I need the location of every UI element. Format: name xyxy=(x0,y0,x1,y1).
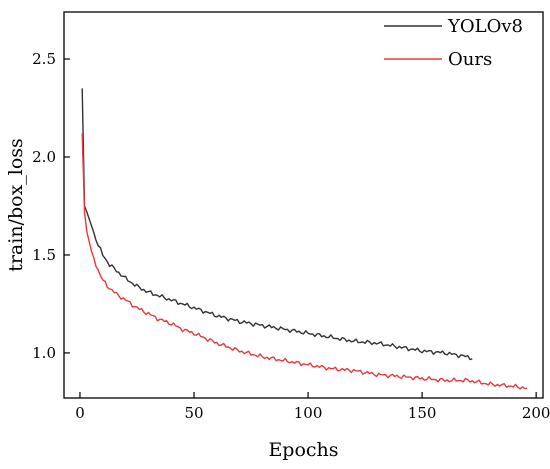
x-tick-label: 150 xyxy=(408,404,437,422)
axes: 0 50 100 150 200 1.0 1.5 2.0 2.5 xyxy=(32,50,550,422)
series-line-1 xyxy=(81,133,528,390)
y-tick-label: 1.5 xyxy=(32,246,56,264)
x-tick-label: 100 xyxy=(294,404,323,422)
series-layer xyxy=(81,88,528,390)
x-tick-label: 50 xyxy=(184,404,203,422)
y-tick-label: 1.0 xyxy=(32,344,56,362)
y-axis-label: train/box_loss xyxy=(5,138,27,272)
legend-label-0: YOLOv8 xyxy=(447,16,523,37)
legend-label-1: Ours xyxy=(448,49,492,70)
y-tick-label: 2.0 xyxy=(32,148,56,166)
series-line-0 xyxy=(81,88,473,361)
x-tick-label: 0 xyxy=(75,404,85,422)
x-axis-label: Epochs xyxy=(268,439,338,461)
x-tick-label: 200 xyxy=(522,404,550,422)
y-tick-label: 2.5 xyxy=(32,50,56,68)
legend: YOLOv8 Ours xyxy=(384,16,523,70)
